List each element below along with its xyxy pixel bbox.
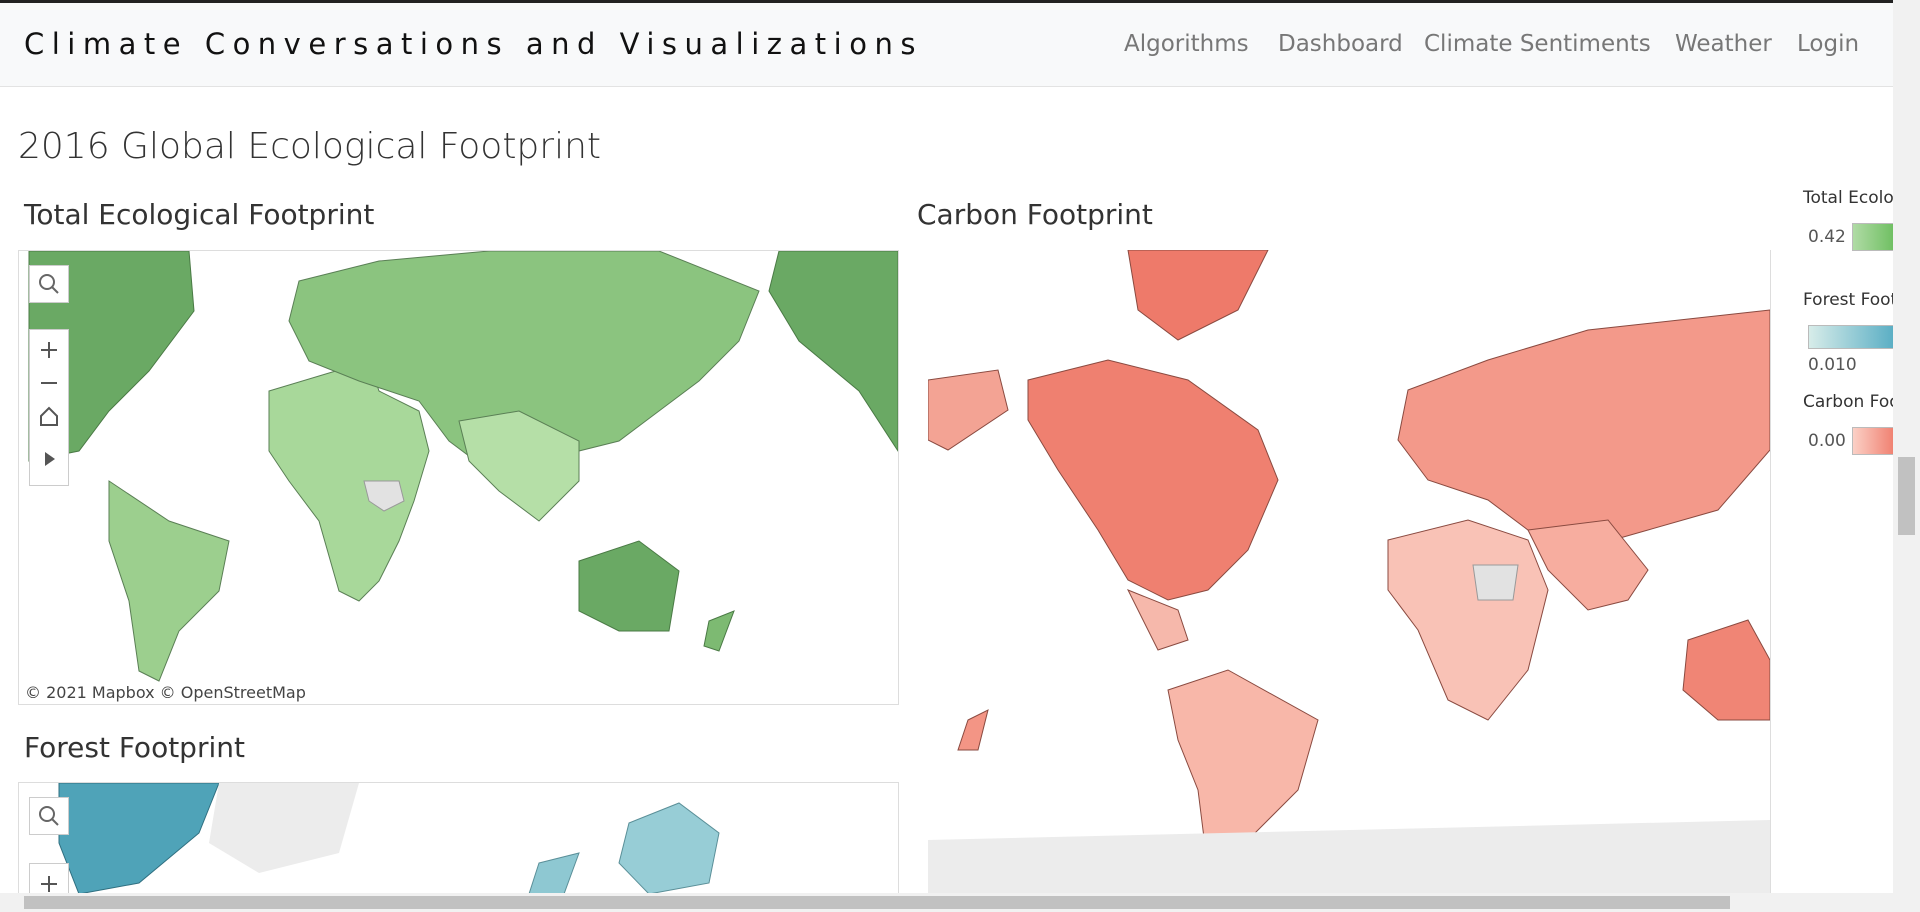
nav-link[interactable]: Climate Sentiments xyxy=(1424,31,1651,57)
map-search-button[interactable] xyxy=(29,797,69,835)
scroll-thumb[interactable] xyxy=(24,896,1730,909)
region-no-data xyxy=(209,783,359,873)
icon xyxy=(39,274,59,294)
map-svg xyxy=(28,251,898,682)
region xyxy=(528,852,580,894)
site-title[interactable]: Climate Conversations and Visualizations xyxy=(24,27,923,61)
eurasia xyxy=(1397,309,1770,551)
nav-link[interactable]: Login xyxy=(1797,31,1860,57)
map-search-button[interactable] xyxy=(29,265,69,303)
legend-title: Carbon Foo xyxy=(1803,392,1900,412)
africa xyxy=(1387,519,1549,721)
nav-link[interactable]: Algorithms xyxy=(1124,31,1249,57)
map-forest[interactable] xyxy=(18,782,899,894)
new-zealand xyxy=(957,709,989,751)
region xyxy=(928,369,1009,451)
map-svg xyxy=(928,250,1770,893)
legend-value: 0.42 xyxy=(1808,227,1846,247)
asia xyxy=(1527,519,1649,611)
map-total[interactable]: © 2021 Mapbox © OpenStreetMap xyxy=(18,250,899,705)
legend-swatch xyxy=(1852,427,1895,455)
australia xyxy=(578,540,680,632)
no-data xyxy=(363,480,405,512)
south-america xyxy=(108,480,230,682)
region xyxy=(618,802,720,894)
north-america xyxy=(1027,359,1279,601)
icon xyxy=(41,876,57,892)
south-asia xyxy=(458,410,580,522)
new-zealand xyxy=(703,610,735,652)
north-america-east xyxy=(768,251,898,452)
navbar: Climate Conversations and Visualizations… xyxy=(0,0,1893,87)
africa xyxy=(268,360,430,602)
no-data xyxy=(1472,564,1519,601)
legend-title: Forest Foot xyxy=(1803,290,1898,310)
legend-swatch xyxy=(1852,223,1895,251)
antarctica xyxy=(928,820,1770,893)
legend-title: Total Ecolo xyxy=(1803,188,1894,208)
nav-link[interactable]: Weather xyxy=(1675,31,1772,57)
map-zoom-controls[interactable] xyxy=(29,329,69,486)
horizontal-scrollbar[interactable] xyxy=(0,893,1920,912)
map-svg xyxy=(58,783,720,894)
panel-title: Carbon Footprint xyxy=(917,198,1153,231)
map-attribution[interactable]: © 2021 Mapbox © OpenStreetMap xyxy=(25,683,306,702)
icon xyxy=(40,342,58,466)
map-zoom-in[interactable] xyxy=(29,863,69,894)
legend-value: 0.00 xyxy=(1808,431,1846,451)
page-heading: 2016 Global Ecological Footprint xyxy=(18,126,602,167)
region xyxy=(58,783,220,894)
panel-title: Forest Footprint xyxy=(24,731,245,764)
map-carbon[interactable] xyxy=(928,250,1771,893)
greenland xyxy=(1127,250,1269,341)
panel-title: Total Ecological Footprint xyxy=(24,198,375,231)
australia xyxy=(1682,619,1770,721)
nav-link[interactable]: Dashboard xyxy=(1278,31,1403,57)
legend-value: 0.010 xyxy=(1808,355,1857,375)
scroll-thumb[interactable] xyxy=(1898,457,1915,535)
central-america xyxy=(1126,589,1189,651)
vertical-scrollbar[interactable] xyxy=(1893,0,1920,893)
icon xyxy=(39,806,59,826)
legend-swatch xyxy=(1808,325,1895,349)
eurasia xyxy=(288,251,760,482)
